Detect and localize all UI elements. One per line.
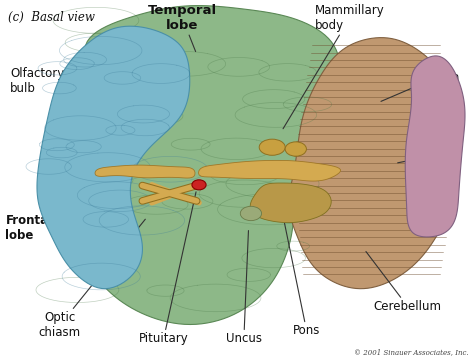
Text: Spinal
cord: Spinal cord xyxy=(398,142,450,170)
Text: Mammillary
body: Mammillary body xyxy=(283,4,384,129)
Polygon shape xyxy=(405,56,465,237)
Ellipse shape xyxy=(259,139,285,155)
Ellipse shape xyxy=(192,180,206,190)
Text: Frontal
lobe: Frontal lobe xyxy=(5,214,71,242)
Text: Pituitary: Pituitary xyxy=(139,192,196,345)
Polygon shape xyxy=(71,5,341,325)
Text: Olfactory
bulb: Olfactory bulb xyxy=(10,67,93,136)
Polygon shape xyxy=(37,26,190,289)
Text: Optic
chiasm: Optic chiasm xyxy=(39,219,146,339)
Text: Temporal
lobe: Temporal lobe xyxy=(148,4,217,52)
Ellipse shape xyxy=(285,142,306,156)
Polygon shape xyxy=(250,183,331,223)
Text: Cerebellum: Cerebellum xyxy=(366,252,442,313)
Polygon shape xyxy=(199,160,340,181)
Ellipse shape xyxy=(240,206,262,221)
Text: Medulla: Medulla xyxy=(381,71,460,101)
Text: Uncus: Uncus xyxy=(226,231,262,345)
Polygon shape xyxy=(289,38,459,289)
Text: Pons: Pons xyxy=(284,223,320,338)
Text: © 2001 Sinauer Associates, Inc.: © 2001 Sinauer Associates, Inc. xyxy=(354,348,468,356)
Text: (c)  Basal view: (c) Basal view xyxy=(8,11,95,24)
Polygon shape xyxy=(95,165,195,178)
